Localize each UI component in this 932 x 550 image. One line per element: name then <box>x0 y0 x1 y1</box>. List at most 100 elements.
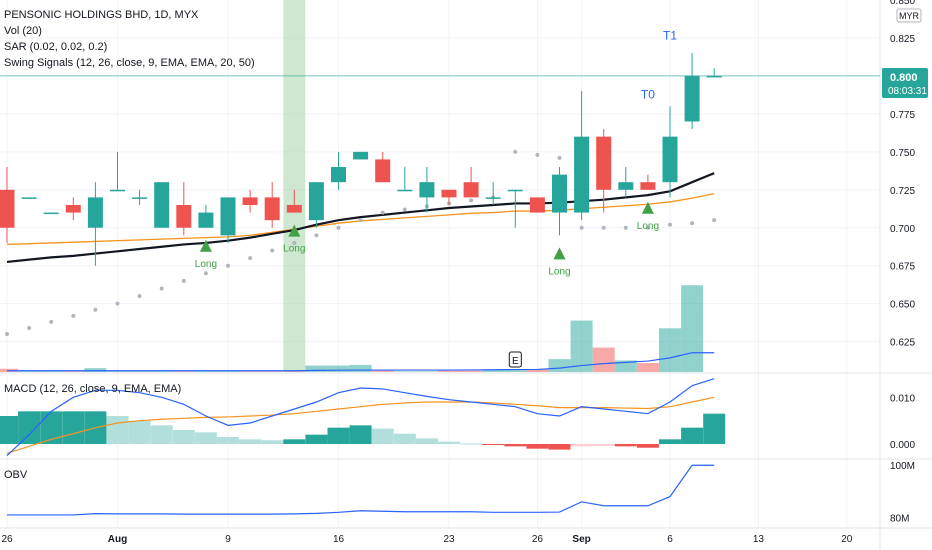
price-tick-label: 0.850 <box>890 0 915 7</box>
macd-histogram-bar <box>106 416 129 444</box>
volume-bar <box>526 369 549 372</box>
sar-dot <box>358 218 363 223</box>
sar-dot <box>5 332 9 337</box>
volume-bar <box>349 364 372 372</box>
price-badge-value: 0.800 <box>890 72 918 84</box>
sar-dot <box>336 225 341 230</box>
macd-histogram-bar <box>327 427 350 444</box>
macd-histogram-bar <box>283 439 306 444</box>
obv-pane <box>7 464 715 516</box>
volume-bar <box>62 371 85 372</box>
sar-dot <box>292 240 297 245</box>
macd-pane <box>0 378 726 457</box>
price-pane: Long Long Long Long T0 T1 <box>0 28 880 337</box>
macd-histogram-bar <box>261 440 284 444</box>
macd-line <box>6 378 715 457</box>
macd-histogram-bar <box>194 432 217 444</box>
time-tick-label: Aug <box>108 534 127 545</box>
candle-body <box>552 174 567 213</box>
volume-bar <box>570 320 593 372</box>
candle-body <box>662 136 678 183</box>
candle-body <box>419 182 435 198</box>
earnings-marker[interactable]: E <box>508 351 522 368</box>
volume-bar <box>84 368 107 372</box>
sar-dot <box>535 152 540 157</box>
candle-body <box>220 197 236 236</box>
sar-dot <box>557 155 562 160</box>
obv-line <box>7 464 715 516</box>
sar-dot <box>314 233 319 238</box>
indicator-volume-label[interactable]: Vol (20) <box>4 25 42 37</box>
candle-body <box>87 197 103 228</box>
volume-bar <box>681 285 704 372</box>
candle-body <box>286 204 302 213</box>
candle-body <box>441 189 457 198</box>
macd-histogram-bar <box>62 411 85 444</box>
candle-body <box>574 136 590 213</box>
sar-dot <box>270 248 275 253</box>
macd-histogram-bar <box>150 425 173 444</box>
macd-histogram-bar <box>614 444 637 447</box>
volume-bar <box>482 370 505 372</box>
volume-bar <box>217 371 239 372</box>
volume-bar <box>106 371 129 372</box>
sar-dot <box>380 210 385 215</box>
macd-title[interactable]: MACD (12, 26, close, 9, EMA, EMA) <box>4 383 181 395</box>
long-signal-label: Long <box>548 266 570 277</box>
long-signal-label: Long <box>637 221 659 232</box>
chart-title[interactable]: PENSONIC HOLDINGS BHD, 1D, MYX <box>4 9 199 21</box>
obv-title[interactable]: OBV <box>4 469 28 481</box>
macd-histogram-bar <box>548 444 571 450</box>
macd-histogram-bar <box>18 411 41 444</box>
volume-bar <box>327 365 350 372</box>
volume-bar <box>592 347 615 372</box>
macd-histogram-bar <box>172 430 195 444</box>
macd-tick-label: 0.010 <box>890 393 915 404</box>
candle-body <box>264 197 280 221</box>
price-tick-label: 0.750 <box>890 148 915 159</box>
long-signal-label: Long <box>195 259 217 270</box>
macd-histogram-bar <box>526 444 549 449</box>
candle-body <box>0 189 15 228</box>
volume-bar <box>261 371 284 372</box>
volume-bar <box>150 371 173 372</box>
candle-body <box>353 151 369 160</box>
macd-histogram-bar <box>636 444 659 448</box>
time-tick-label: 9 <box>225 534 231 545</box>
signal-highlight-band <box>283 0 306 372</box>
macd-histogram-bar <box>438 441 460 444</box>
volume-bar <box>239 371 262 372</box>
macd-histogram-bar <box>349 425 372 444</box>
sar-dot <box>645 225 650 230</box>
price-tick-label: 0.675 <box>890 262 915 273</box>
volume-bar <box>40 371 63 372</box>
candle-body <box>463 182 479 198</box>
macd-histogram-bar <box>659 439 681 444</box>
sar-dot <box>579 225 584 230</box>
candle-body <box>308 182 324 221</box>
candle-body <box>507 189 523 192</box>
sar-dot <box>137 294 142 299</box>
target-label: T1 <box>663 28 677 42</box>
volume-bar <box>636 363 659 372</box>
long-signal-arrow <box>641 201 654 214</box>
time-axis: 26 Aug 9 16 23 26 Sep 6 13 20 <box>1 534 852 545</box>
time-tick-label: 13 <box>753 534 765 545</box>
volume-bar <box>393 371 416 372</box>
candle-body <box>684 75 700 122</box>
macd-histogram-bar <box>482 444 505 445</box>
volume-pane <box>0 285 715 372</box>
volume-bar <box>415 371 438 372</box>
sar-dot <box>402 207 407 212</box>
sar-dot <box>690 221 695 226</box>
macd-histogram-bar <box>460 443 483 445</box>
currency-badge[interactable] <box>896 8 922 23</box>
volume-bar <box>548 359 571 372</box>
candle-body <box>485 197 501 199</box>
indicator-sar-label[interactable]: SAR (0.02, 0.02, 0.2) <box>4 41 107 53</box>
indicator-swing-label[interactable]: Swing Signals (12, 26, close, 9, EMA, EM… <box>4 57 255 69</box>
candle-body <box>596 136 612 190</box>
sar-dot <box>226 263 230 268</box>
